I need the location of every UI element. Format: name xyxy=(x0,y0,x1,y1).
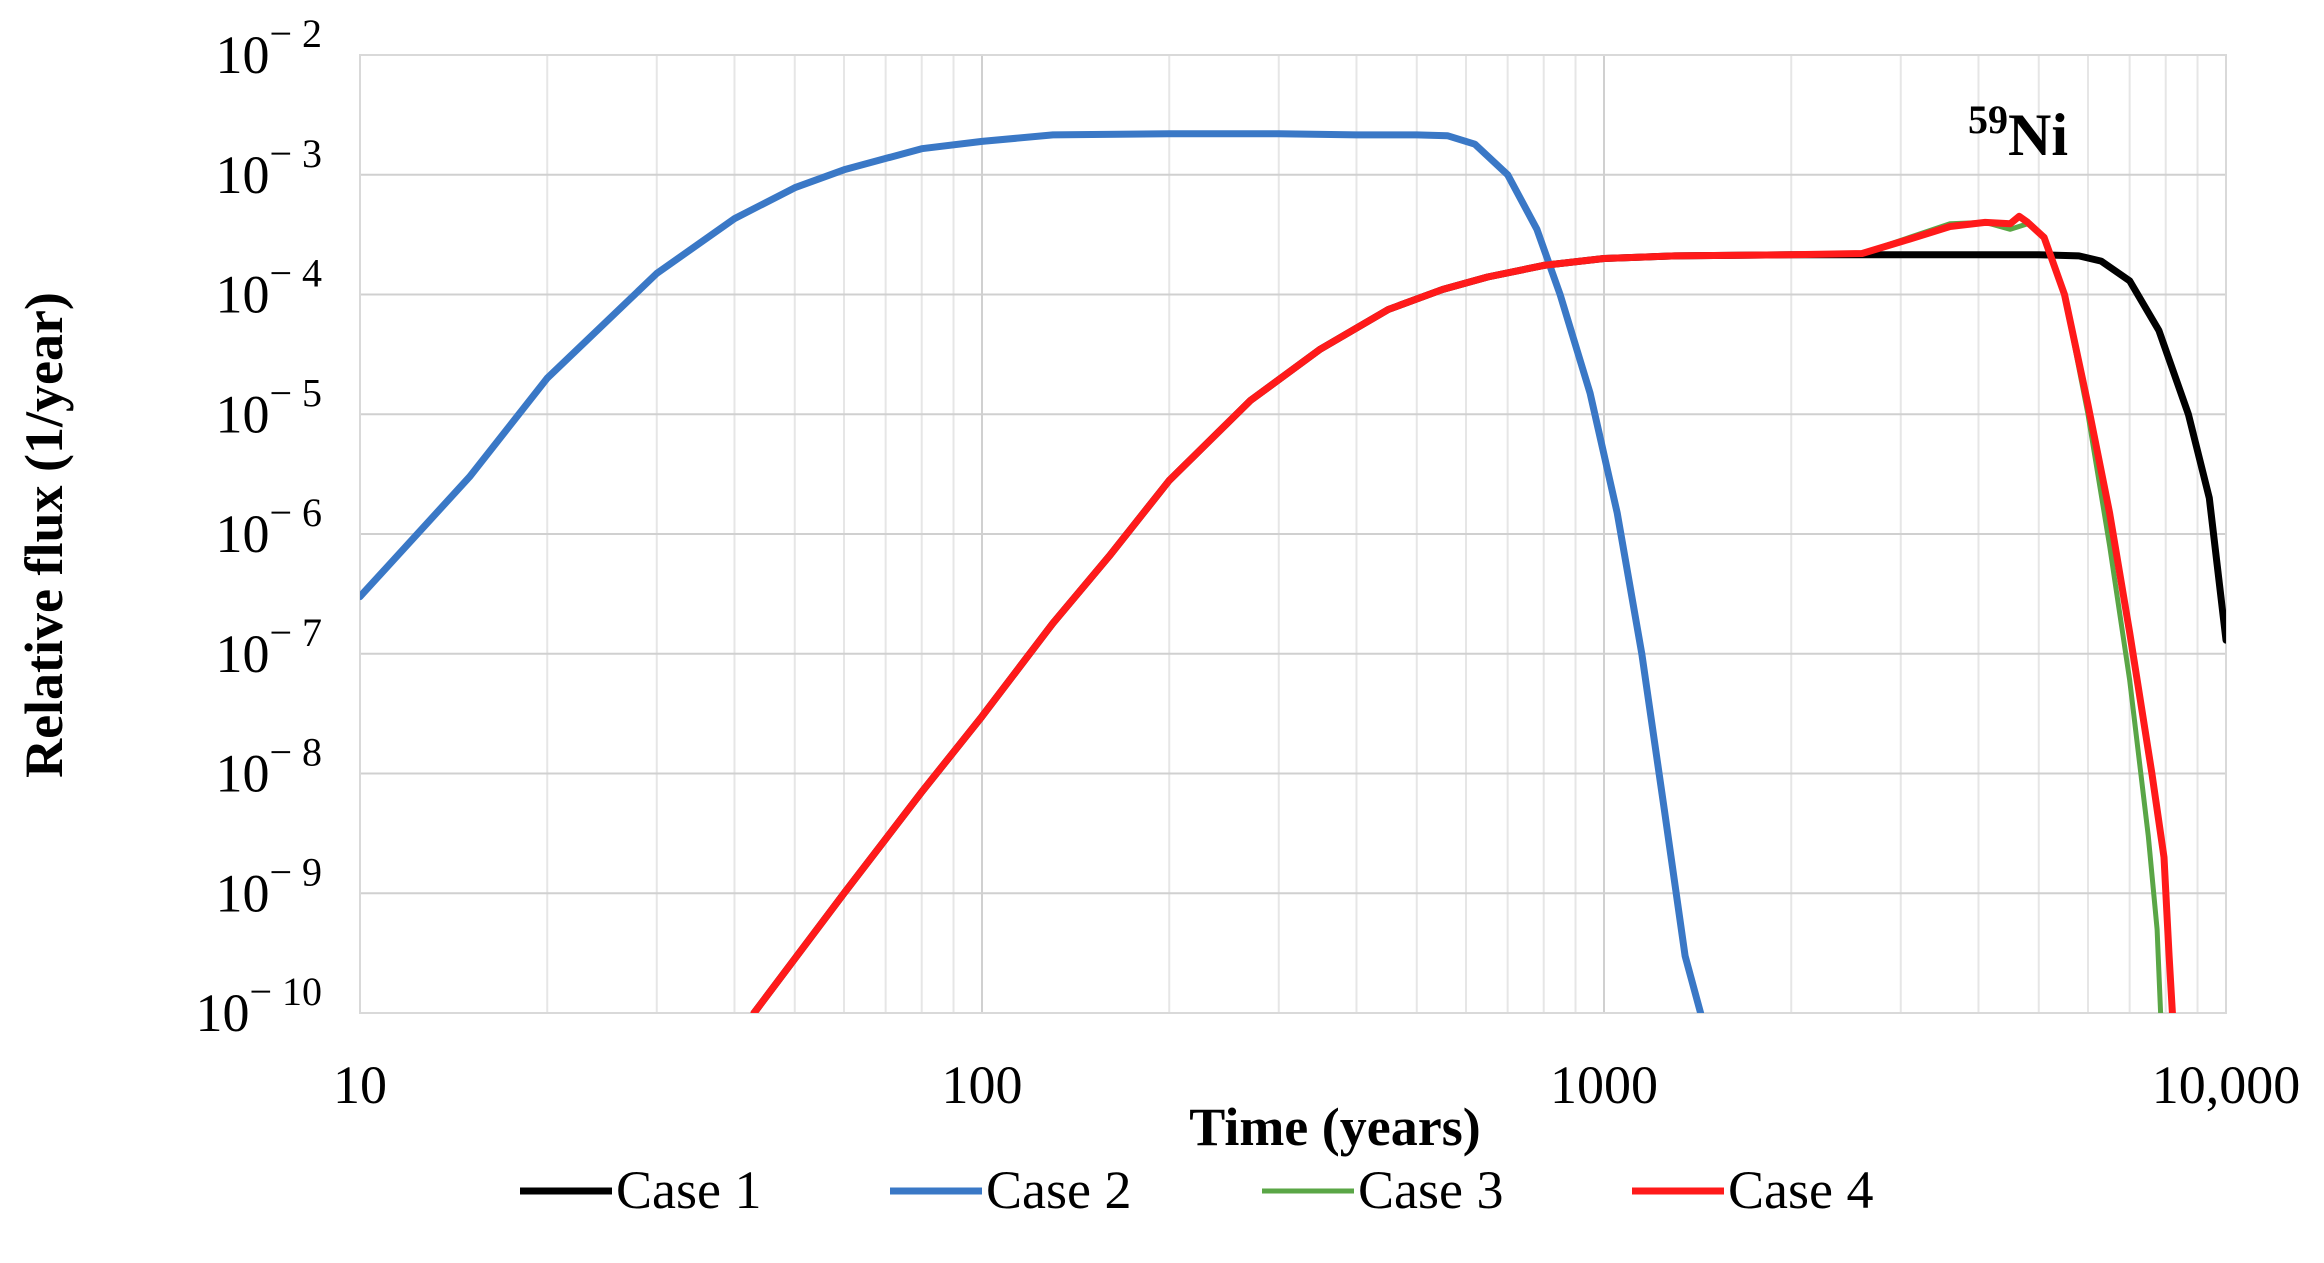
series-lines xyxy=(360,130,2226,1013)
y-tick-base: 10 xyxy=(195,983,249,1043)
legend: Case 1 Case 2 Case 3 Case 4 xyxy=(520,1160,1873,1220)
y-tick-base: 10 xyxy=(215,25,269,85)
y-tick-exponent: − 4 xyxy=(269,251,322,296)
annotation-element: Ni xyxy=(2008,102,2068,168)
y-axis-title: Relative flux (1/year) xyxy=(14,292,74,778)
x-tick-label: 10,000 xyxy=(2152,1055,2301,1115)
series-line-case-2 xyxy=(360,130,1705,1013)
y-tick-label: 10− 6 xyxy=(215,490,322,564)
x-tick-label: 10 xyxy=(333,1055,387,1115)
y-tick-base: 10 xyxy=(215,265,269,325)
legend-label-case-4: Case 4 xyxy=(1728,1160,1873,1220)
y-tick-base: 10 xyxy=(215,145,269,205)
legend-label-case-1: Case 1 xyxy=(616,1160,761,1220)
y-tick-label: 10− 9 xyxy=(215,849,322,923)
series-line-case-3 xyxy=(751,219,2164,1013)
y-tick-exponent: − 5 xyxy=(269,370,322,415)
y-tick-label: 10− 4 xyxy=(215,251,322,325)
y-tick-base: 10 xyxy=(215,744,269,804)
y-tick-base: 10 xyxy=(215,863,269,923)
grid xyxy=(359,54,2227,1014)
y-tick-exponent: − 3 xyxy=(269,131,322,176)
y-tick-exponent: − 10 xyxy=(249,969,322,1014)
nuclide-annotation: 59Ni xyxy=(1968,97,2068,168)
y-tick-label: 10− 7 xyxy=(215,610,322,684)
series-line-case-4 xyxy=(750,212,2176,1013)
y-tick-label: 10− 5 xyxy=(215,370,322,444)
y-tick-exponent: − 7 xyxy=(269,610,322,655)
y-tick-exponent: − 9 xyxy=(269,849,322,894)
legend-label-case-2: Case 2 xyxy=(986,1160,1131,1220)
annotation-mass-number: 59 xyxy=(1968,97,2008,142)
x-tick-label: 1000 xyxy=(1550,1055,1658,1115)
x-axis-ticks: 10 100 1000 10,000 xyxy=(333,1055,2300,1115)
x-tick-label: 100 xyxy=(942,1055,1023,1115)
y-tick-label: 10− 2 xyxy=(215,11,322,85)
y-tick-label: 10− 10 xyxy=(195,969,322,1043)
y-tick-exponent: − 6 xyxy=(269,490,322,535)
plot-area xyxy=(359,54,2227,1014)
y-tick-exponent: − 8 xyxy=(269,730,322,775)
y-tick-label: 10− 8 xyxy=(215,730,322,804)
y-tick-base: 10 xyxy=(215,504,269,564)
y-tick-exponent: − 2 xyxy=(269,11,322,56)
y-axis-ticks: 10− 210− 310− 410− 510− 610− 710− 810− 9… xyxy=(195,11,322,1043)
legend-label-case-3: Case 3 xyxy=(1358,1160,1503,1220)
y-tick-base: 10 xyxy=(215,624,269,684)
y-tick-base: 10 xyxy=(215,384,269,444)
series-line-case-1 xyxy=(750,251,2226,1013)
x-axis-title: Time (years) xyxy=(1189,1097,1480,1157)
y-tick-label: 10− 3 xyxy=(215,131,322,205)
